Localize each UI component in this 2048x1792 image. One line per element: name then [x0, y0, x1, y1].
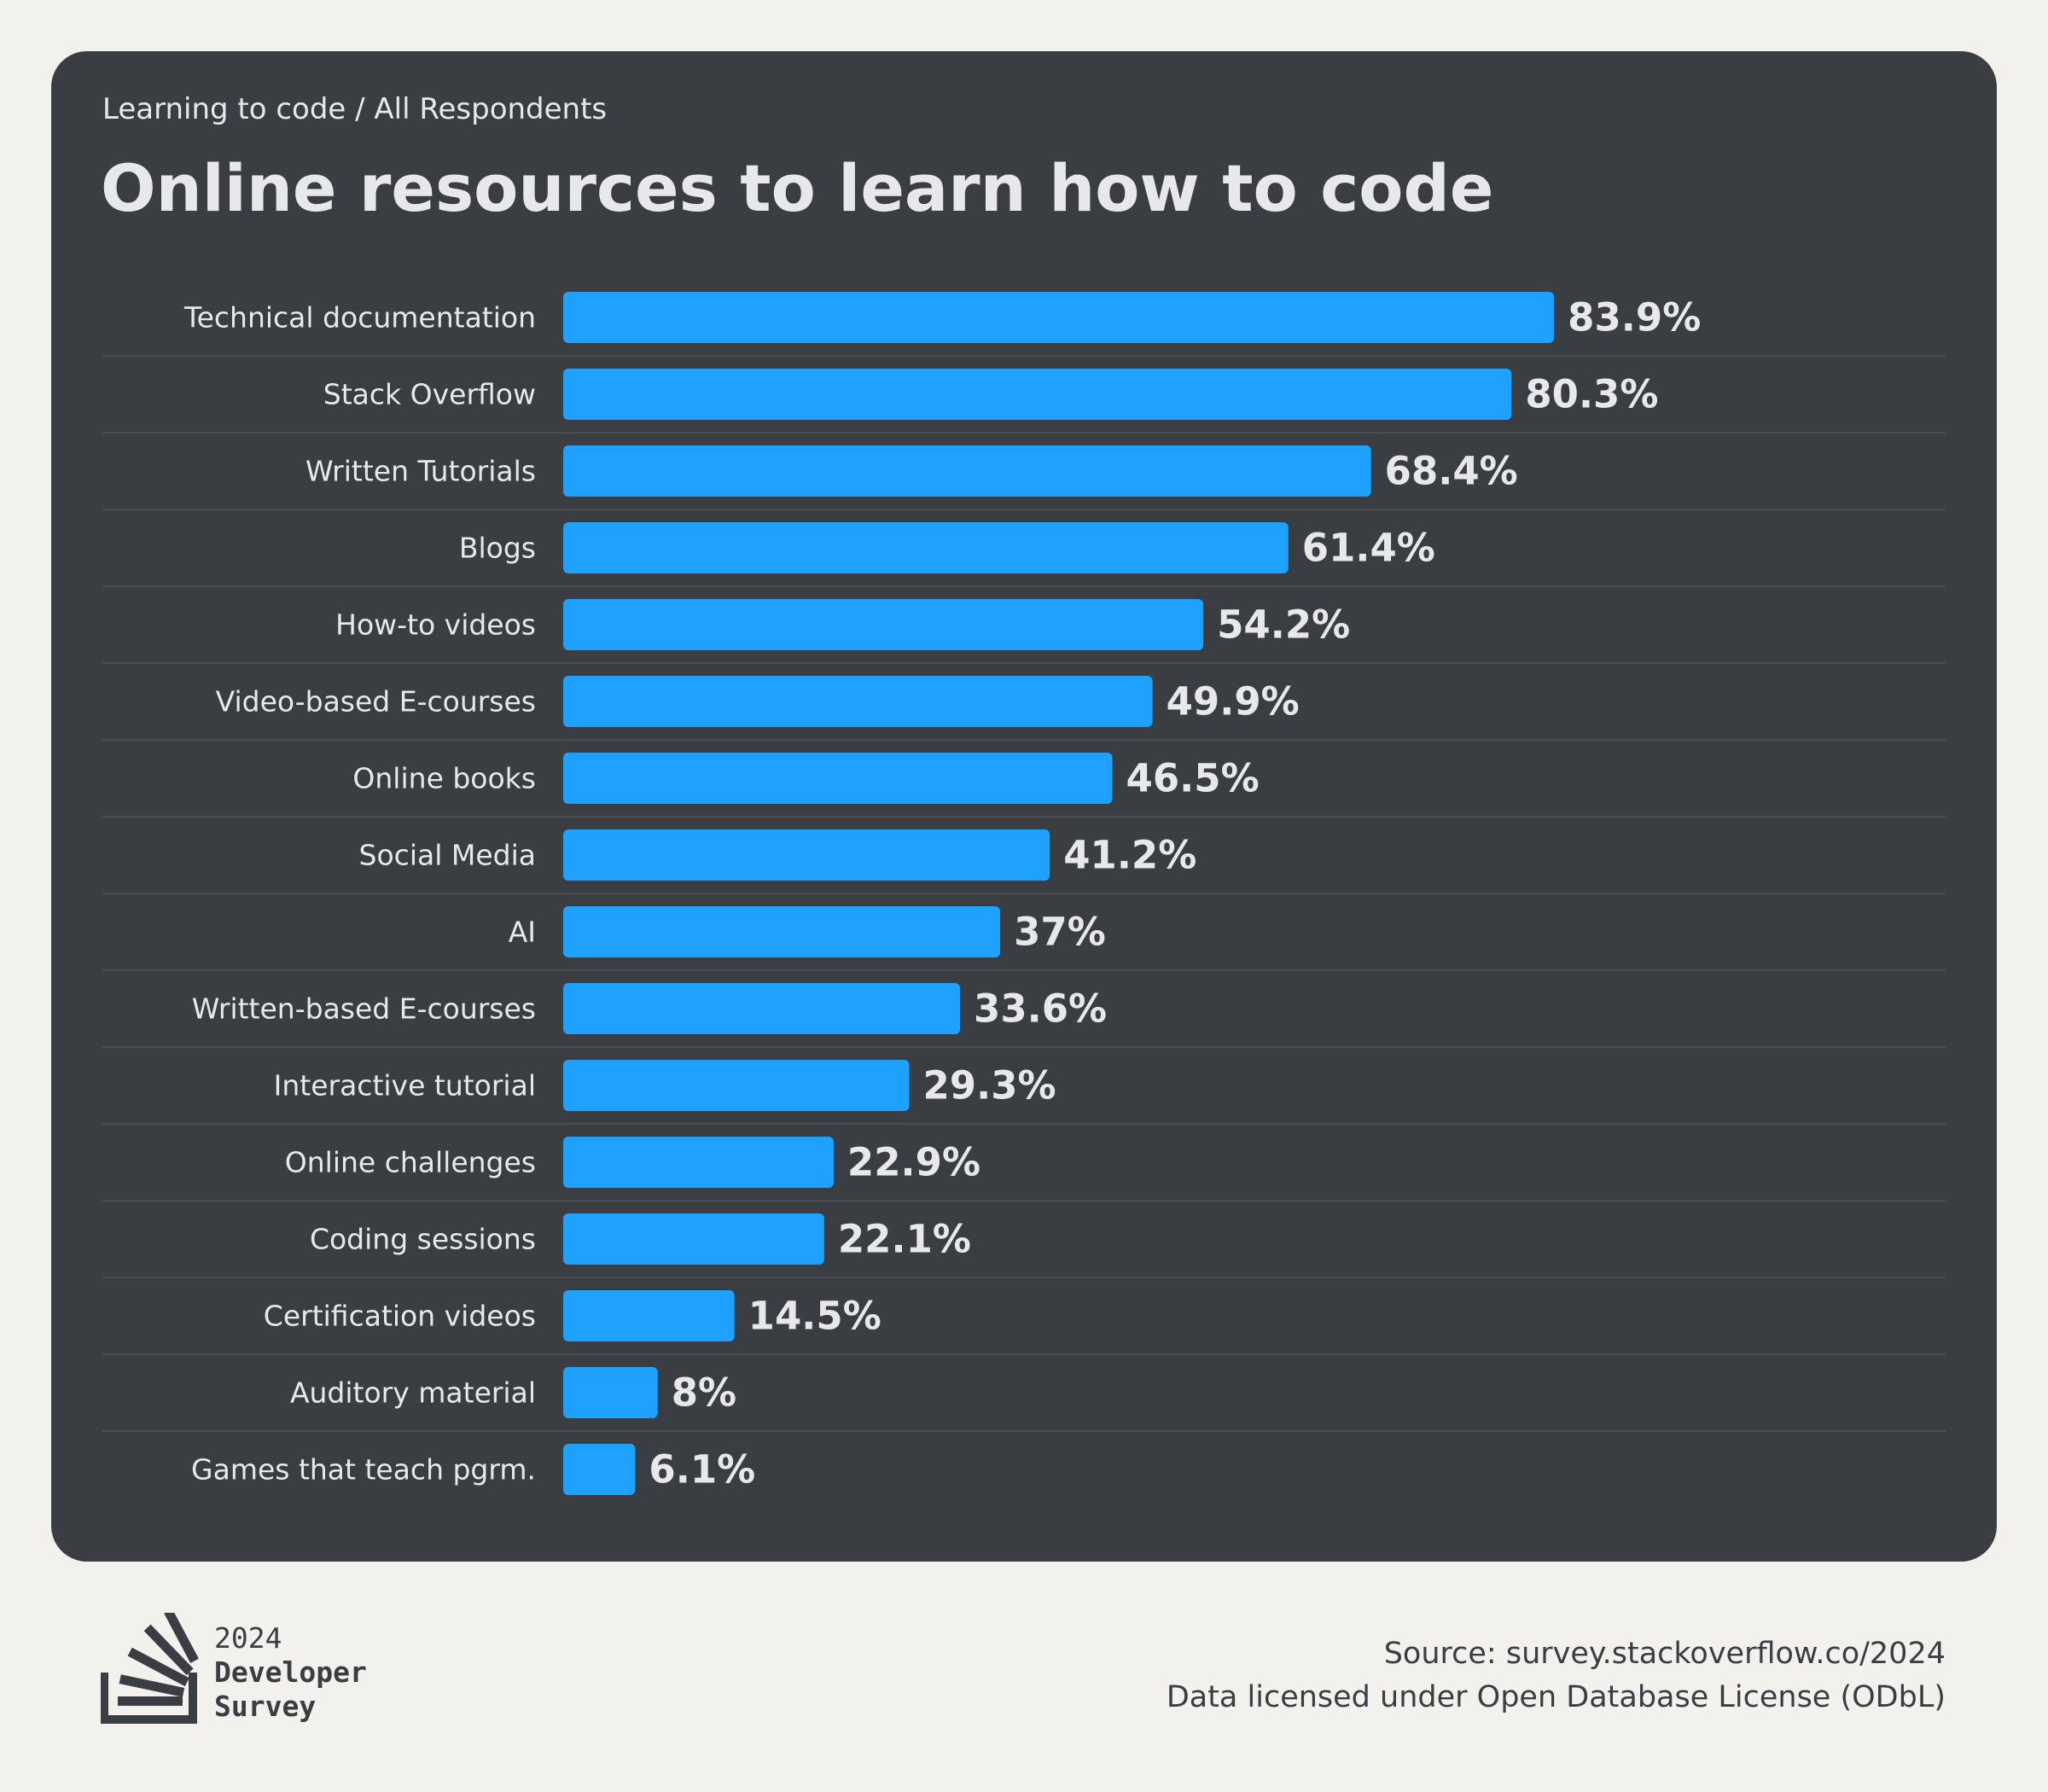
value-label: 54.2% — [1217, 602, 1350, 648]
category-label: Blogs — [459, 532, 536, 565]
value-label: 14.5% — [748, 1294, 881, 1339]
category-label: Video-based E-courses — [216, 685, 536, 719]
bar[interactable] — [563, 1137, 834, 1188]
source-note: Source: survey.stackoverflow.co/2024 Dat… — [1167, 1632, 1946, 1719]
category-label: Games that teach pgrm. — [191, 1453, 536, 1487]
category-label: Technical documentation — [183, 301, 536, 335]
logo-wordmark: 2024 Developer Survey — [214, 1621, 367, 1724]
bar[interactable] — [563, 369, 1512, 420]
logo-line-developer: Developer — [214, 1655, 367, 1689]
category-label: Social Media — [359, 839, 536, 872]
bar[interactable] — [563, 292, 1555, 343]
category-label: Online challenges — [285, 1146, 536, 1179]
bar[interactable] — [563, 599, 1204, 650]
bar[interactable] — [563, 445, 1371, 497]
bar[interactable] — [563, 983, 961, 1034]
bar[interactable] — [563, 1367, 658, 1418]
value-label: 83.9% — [1568, 295, 1701, 340]
value-label: 33.6% — [974, 986, 1107, 1032]
value-label: 80.3% — [1525, 372, 1658, 417]
logo-line-survey: Survey — [214, 1690, 317, 1723]
category-label: Written-based E-courses — [192, 992, 536, 1026]
category-label: Written Tutorials — [305, 455, 536, 488]
bar[interactable] — [563, 906, 1001, 957]
value-label: 6.1% — [649, 1447, 755, 1492]
category-label: Online books — [352, 762, 536, 795]
category-label: AI — [509, 916, 536, 949]
value-label: 68.4% — [1385, 449, 1518, 494]
value-label: 22.9% — [847, 1140, 980, 1185]
category-label: How-to videos — [335, 608, 536, 642]
bar[interactable] — [563, 829, 1050, 881]
category-label: Interactive tutorial — [274, 1069, 536, 1103]
value-label: 41.2% — [1063, 833, 1196, 878]
value-label: 49.9% — [1167, 679, 1300, 724]
bar[interactable] — [563, 1060, 910, 1111]
stack-overflow-logo-icon — [101, 1613, 199, 1724]
category-label: Certification videos — [264, 1300, 536, 1333]
bar[interactable] — [563, 1290, 735, 1341]
chart-title: Online resources to learn how to code — [101, 150, 1494, 226]
value-label: 46.5% — [1126, 756, 1260, 801]
value-label: 22.1% — [838, 1217, 971, 1262]
value-label: 29.3% — [923, 1063, 1056, 1108]
category-label: Auditory material — [290, 1376, 536, 1410]
category-label: Stack Overflow — [323, 378, 536, 411]
bar[interactable] — [563, 676, 1153, 727]
license-note: Data licensed under Open Database Licens… — [1166, 1680, 1946, 1714]
source-link[interactable]: Source: survey.stackoverflow.co/2024 — [1383, 1637, 1946, 1671]
value-label: 37% — [1014, 910, 1106, 955]
value-label: 61.4% — [1302, 526, 1435, 571]
bar[interactable] — [563, 753, 1113, 804]
value-label: 8% — [672, 1370, 736, 1416]
bar[interactable] — [563, 1213, 824, 1265]
logo-year: 2024 — [214, 1621, 282, 1655]
bar[interactable] — [563, 522, 1289, 573]
breadcrumb: Learning to code / All Respondents — [102, 92, 608, 126]
category-label: Coding sessions — [310, 1223, 536, 1256]
bar[interactable] — [563, 1444, 636, 1495]
